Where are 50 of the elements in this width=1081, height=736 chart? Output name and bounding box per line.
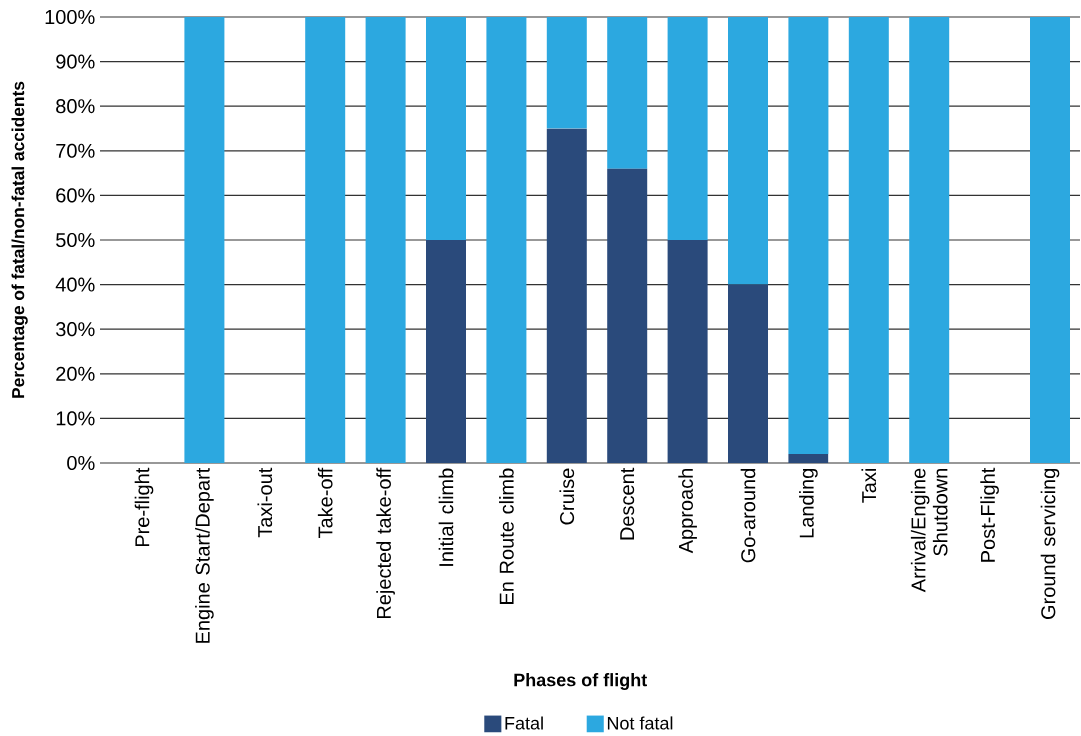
bar [728,17,768,285]
bar [1030,17,1071,463]
y-tick-label: 30% [56,322,95,337]
bar [184,17,225,463]
x-tick-label: Take-off [317,467,333,539]
y-tick-label: 40% [55,277,95,292]
x-tick-label: Rejected take-off [376,467,395,619]
bar [426,240,466,463]
bar [607,17,648,169]
bar [607,168,648,463]
y-tick-label: 80% [56,99,95,114]
x-tick-label: Descent [620,467,635,540]
x-tick-label: En Route climb [499,468,514,604]
bar [667,17,708,240]
legend-label: Not fatal [607,716,673,730]
bar [728,284,768,463]
bar [788,454,829,463]
y-tick-label: 90% [56,54,95,69]
y-tick-label: 50% [56,232,95,248]
x-tick-label: Taxi-out [257,467,273,538]
y-tick-label: 60% [56,188,95,203]
legend-label: Fatal [505,716,543,730]
y-tick-label: 10% [56,411,95,426]
bar [426,17,466,240]
y-tick-label: 100% [45,9,95,25]
bar [305,17,346,463]
x-tick-label: Post-Flight [980,467,999,562]
bar [365,17,406,463]
bar [788,17,829,455]
x-tick-label: Taxi [861,469,877,503]
x-tick-label: Ground servicing [1040,469,1060,619]
x-tick-label: Cruise [559,468,575,525]
x-axis-title: Phases of flight [514,673,647,690]
x-tick-label: Approach [678,469,697,554]
x-tick-label: Engine Start/Depart [195,467,214,643]
x-tick-label: Go-around [740,469,756,563]
x-tick-label: Initial climb [438,468,454,566]
x-tick-label: Pre-flight [134,467,154,547]
y-tick-label: 70% [56,143,95,158]
bar [546,17,587,129]
bar [486,17,527,463]
x-tick-label: Landing [799,469,818,538]
y-axis-title: Percentage of fatal/non-fatal accidents [11,81,28,398]
bar [909,17,950,463]
bar [546,128,587,463]
y-tick-label: 20% [56,366,95,381]
bar [667,240,708,463]
x-tick-label: Arrival/Engine Shutdown [910,468,948,593]
y-tick-label: 0% [67,455,95,471]
bar [848,17,889,463]
